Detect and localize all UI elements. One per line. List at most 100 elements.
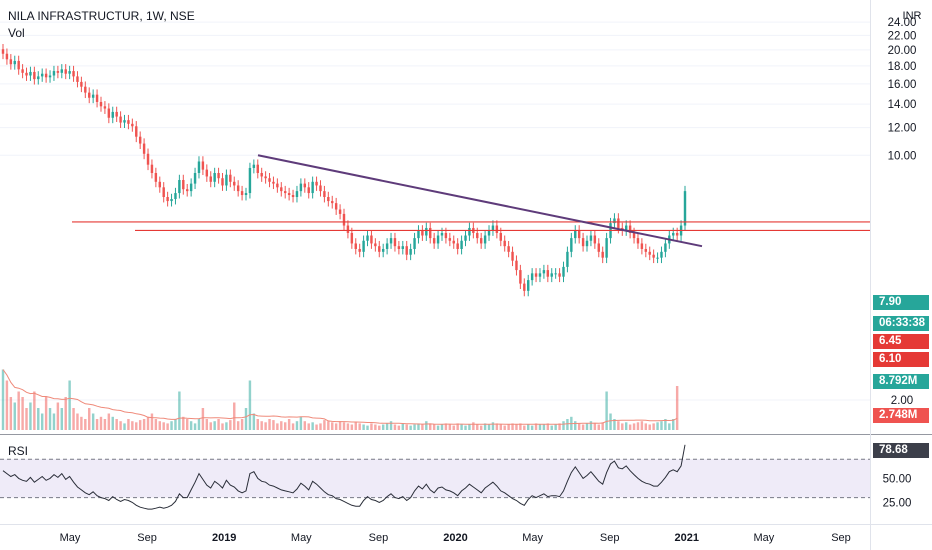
volume-bar xyxy=(409,425,412,430)
candle-body xyxy=(229,174,232,182)
candle-body xyxy=(570,238,573,252)
volume-bar xyxy=(217,419,220,430)
volume-bar xyxy=(307,423,310,430)
candle-body xyxy=(319,185,322,192)
symbol-title[interactable]: NILA INFRASTRUCTUR, 1W, NSE xyxy=(8,9,195,23)
volume-bar xyxy=(632,423,636,430)
volume-label[interactable]: Vol xyxy=(8,26,25,40)
candle-body xyxy=(52,71,56,76)
candle-body xyxy=(515,260,518,271)
volume-bar xyxy=(209,422,212,430)
volume-bar xyxy=(389,421,393,430)
candle-body xyxy=(538,273,542,277)
volume-bar xyxy=(158,421,161,430)
volume-bar xyxy=(201,408,205,430)
candle-body xyxy=(178,179,181,194)
candle-body xyxy=(452,240,455,244)
volume-bar xyxy=(621,423,624,430)
volume-bar xyxy=(405,424,408,430)
level-upper-badge: 6.45 xyxy=(873,334,929,349)
volume-bar xyxy=(519,423,522,430)
candle-body xyxy=(381,248,385,252)
time-axis-label: May xyxy=(291,532,312,544)
candle-body xyxy=(562,266,565,277)
volume-bar xyxy=(276,423,279,430)
candle-body xyxy=(244,193,248,196)
rsi-line xyxy=(2,444,686,510)
volume-bar xyxy=(287,419,291,430)
volume-bar xyxy=(103,419,107,430)
candle-body xyxy=(491,225,495,231)
volume-bar xyxy=(499,424,502,430)
candle-body xyxy=(64,69,67,74)
candle-body xyxy=(393,238,397,247)
candle-body xyxy=(519,270,522,284)
candle-body xyxy=(13,60,16,65)
volume-bar xyxy=(613,419,616,430)
time-axis-labels[interactable]: May Sep 2019 May Sep 2020 May Sep 2021 May Sep xyxy=(60,532,851,544)
volume-bar xyxy=(550,425,553,430)
candle-body xyxy=(468,227,471,236)
volume-bar xyxy=(605,391,608,430)
volume-bar xyxy=(448,424,452,430)
volume-bar xyxy=(64,397,67,430)
volume-bar xyxy=(554,424,557,430)
volume-bar xyxy=(601,422,604,430)
volume-bar xyxy=(350,424,354,430)
candle-body xyxy=(664,243,667,252)
candle-body xyxy=(464,235,467,241)
volume-bar xyxy=(315,424,318,430)
candle-body xyxy=(354,243,357,249)
candle-body xyxy=(523,283,526,291)
candle-body xyxy=(131,123,134,127)
volume-bar xyxy=(186,419,189,430)
rsi-tick-label: 25.00 xyxy=(883,497,912,509)
time-axis-label: May xyxy=(522,532,543,544)
volume-bar xyxy=(131,421,134,430)
volume-bar xyxy=(150,413,154,430)
candle-body xyxy=(111,111,114,118)
candle-body xyxy=(123,120,126,123)
candle-body xyxy=(405,246,408,255)
volume-bar xyxy=(656,422,659,430)
volume-bar xyxy=(468,424,471,430)
time-axis-label: May xyxy=(754,532,775,544)
candle-body xyxy=(672,232,675,236)
rsi-badge: 78.68 xyxy=(873,443,929,458)
volume-bar xyxy=(283,422,287,430)
candle-body xyxy=(37,76,40,80)
volume-bar xyxy=(476,424,479,430)
candle-body xyxy=(154,173,158,182)
candle-body xyxy=(624,225,628,231)
candle-body xyxy=(268,178,271,182)
volume-bar xyxy=(358,423,361,430)
candle-body xyxy=(115,111,118,117)
candle-body xyxy=(530,273,534,281)
volume-bar xyxy=(138,420,142,430)
candle-body xyxy=(9,59,13,65)
volume-bar xyxy=(221,423,224,430)
candle-body xyxy=(221,178,224,186)
candle-body xyxy=(448,238,452,241)
chart-grid xyxy=(0,21,870,401)
candle-body xyxy=(48,75,52,78)
candle-body xyxy=(323,191,326,198)
candle-body xyxy=(483,235,487,244)
candle-body xyxy=(162,187,165,198)
candle-body xyxy=(550,273,553,277)
candle-body xyxy=(107,108,111,118)
volume-bar xyxy=(174,419,177,430)
volume-bar xyxy=(491,422,495,430)
candle-body xyxy=(170,199,173,202)
volume-bar xyxy=(244,408,248,430)
volume-bar xyxy=(189,421,193,430)
candle-body xyxy=(88,92,91,98)
candle-body xyxy=(585,240,589,247)
candle-body xyxy=(248,167,252,194)
candle-body xyxy=(252,164,256,168)
volume-bar xyxy=(119,421,122,430)
time-axis-label: Sep xyxy=(369,532,389,544)
candle-body xyxy=(362,240,365,252)
candle-body xyxy=(299,183,303,192)
